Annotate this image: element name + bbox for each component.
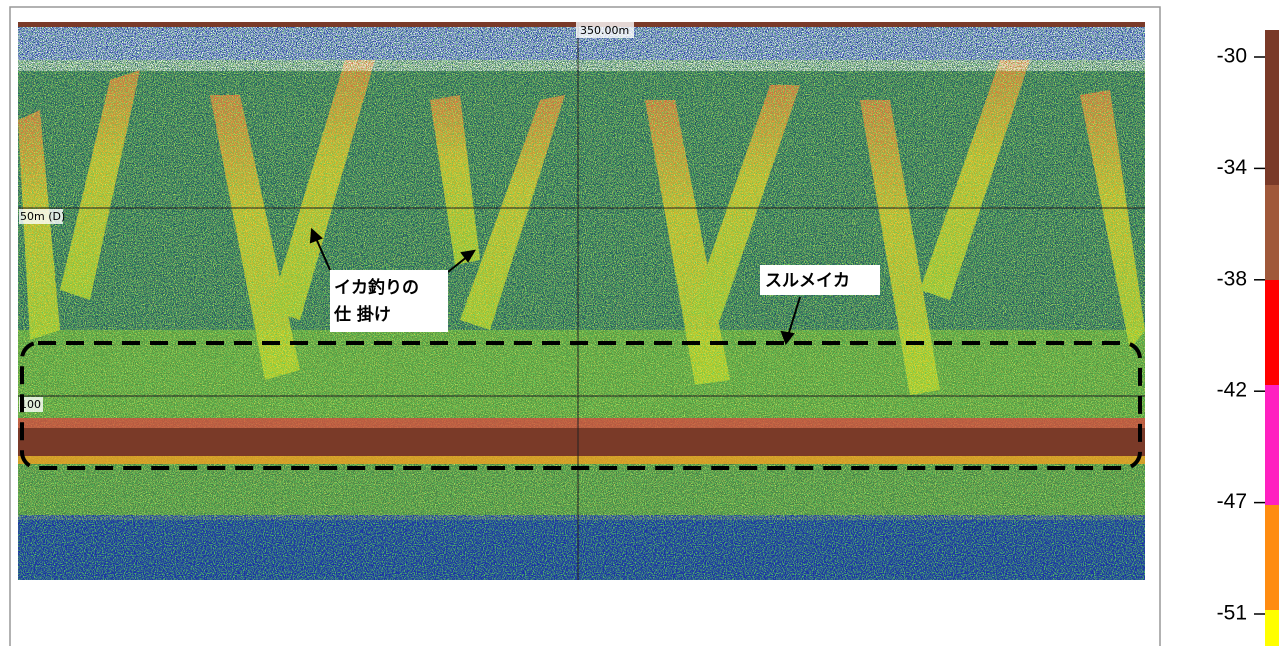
annotation: イカ釣りの <box>334 277 419 298</box>
depth-label: 50m (D) <box>20 210 65 223</box>
color-scale: -30 -34 -38 -42 -47 -51 <box>1217 45 1265 625</box>
range-label: 350.00m <box>580 24 629 37</box>
screen: 350.00m 50m (D) 100 イカ釣りの 仕 掛け スルメイカ -30… <box>0 0 1279 646</box>
scale-tick-label: -51 <box>1217 602 1247 625</box>
annotation: スルメイカ <box>765 271 850 291</box>
scale-tick-label: -47 <box>1217 490 1247 513</box>
color-bar <box>1265 30 1279 646</box>
annotation: 仕 掛け <box>333 304 391 325</box>
scale-tick-label: -42 <box>1217 379 1247 402</box>
echogram <box>18 22 1145 580</box>
scale-tick-label: -34 <box>1217 156 1248 179</box>
scale-tick-label: -30 <box>1217 45 1247 68</box>
scale-tick-label: -38 <box>1217 267 1247 290</box>
page: 350.00m 50m (D) 100 イカ釣りの 仕 掛け スルメイカ -30… <box>0 0 1279 646</box>
